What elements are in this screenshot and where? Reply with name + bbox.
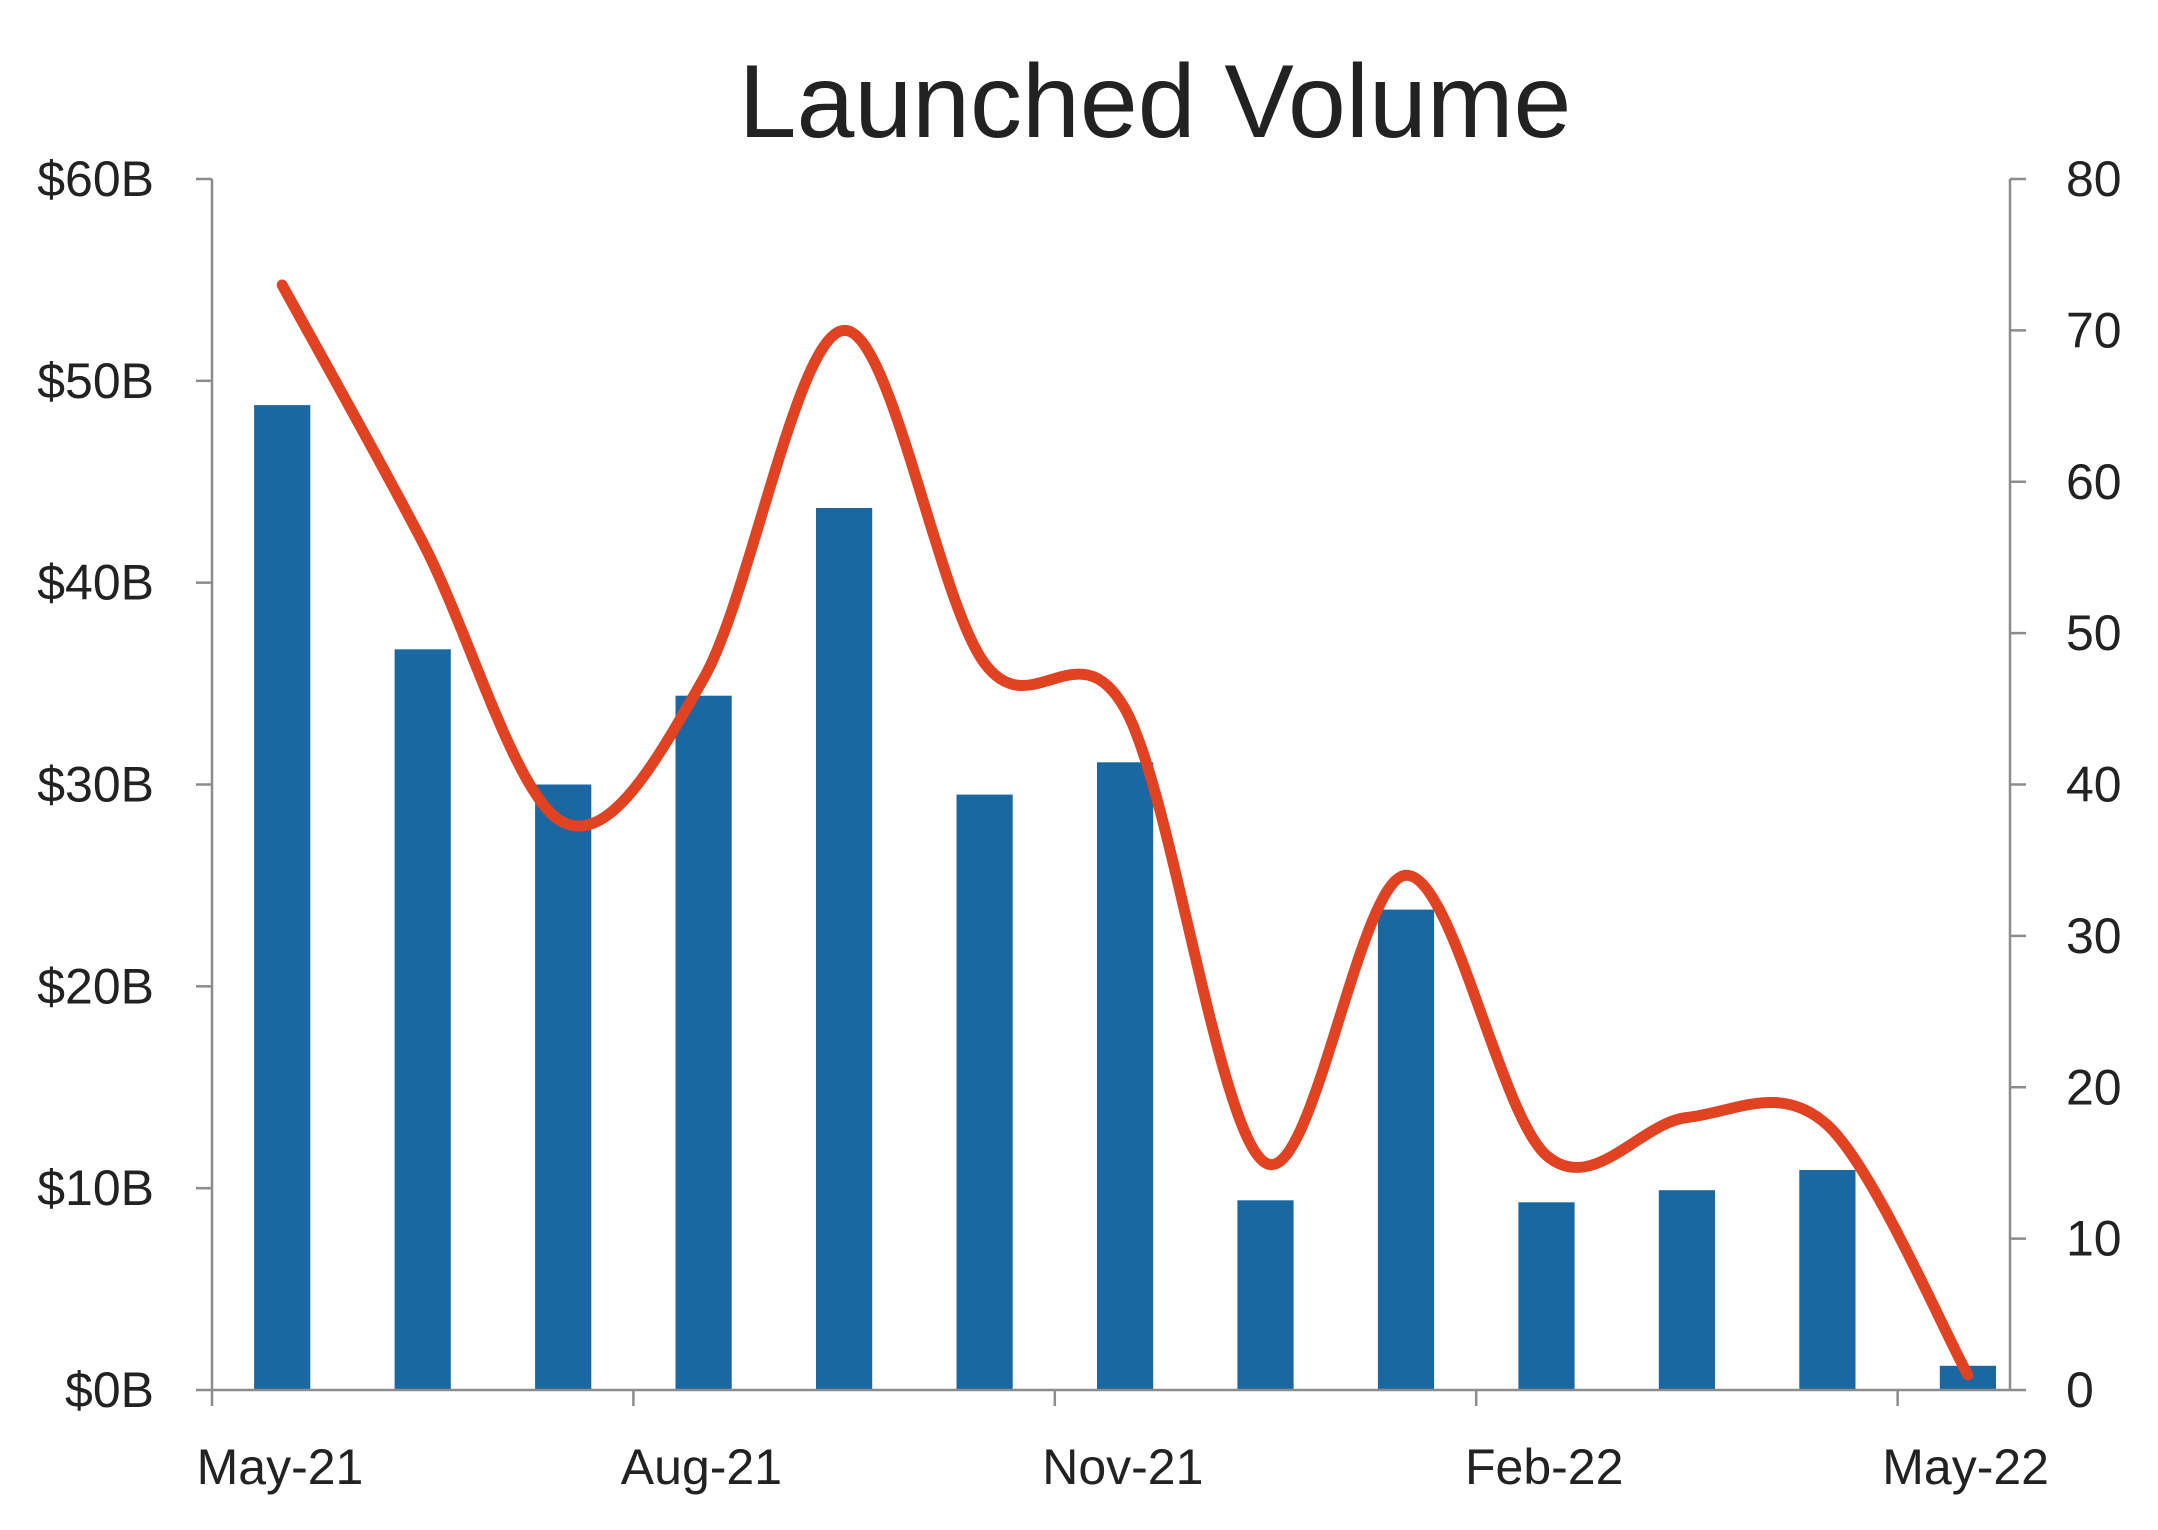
right-axis-tick-label: 30	[2066, 908, 2122, 964]
bar-may-21	[254, 405, 311, 1391]
left-axis-tick-label: $0B	[65, 1362, 154, 1418]
right-axis-tick-label: 70	[2066, 302, 2122, 358]
bar-mar-22	[1658, 1190, 1715, 1390]
axes-layer: $0B $10B $20B $30B $40B $50B $60B 0 10 20 30 40 50 60…	[37, 151, 2121, 1495]
x-axis-tick-label: Feb-22	[1465, 1439, 1623, 1495]
x-axis-tick-label: May-21	[197, 1439, 364, 1495]
right-axis-tick-label: 80	[2066, 151, 2122, 207]
left-axis-tick-label: $60B	[37, 151, 154, 207]
bar-feb-22	[1518, 1202, 1575, 1390]
x-axis-tick-label: Nov-21	[1042, 1439, 1203, 1495]
bar-nov-21	[1097, 762, 1154, 1390]
left-axis-tick-label: $50B	[37, 353, 154, 409]
x-axis-tick-label: Aug-21	[621, 1439, 782, 1495]
right-axis-tick-label: 50	[2066, 605, 2122, 661]
right-axis-tick-label: 0	[2066, 1362, 2094, 1418]
bar-jul-21	[535, 784, 592, 1390]
left-axis-tick-label: $40B	[37, 555, 154, 611]
left-axis-tick-label: $30B	[37, 757, 154, 813]
bar-oct-21	[956, 794, 1013, 1390]
left-axis-tick-label: $10B	[37, 1160, 154, 1216]
chart-title: Launched Volume	[739, 44, 1572, 160]
bar-jun-21	[394, 649, 451, 1390]
left-axis-tick-label: $20B	[37, 958, 154, 1014]
right-axis-tick-label: 60	[2066, 454, 2122, 510]
right-axis-tick-label: 10	[2066, 1211, 2122, 1267]
bar-sep-21	[816, 508, 873, 1390]
line-layer	[276, 279, 1974, 1381]
bar-aug-21	[675, 695, 732, 1390]
x-axis-tick-label: May-22	[1882, 1439, 2049, 1495]
right-axis-tick-label: 20	[2066, 1059, 2122, 1115]
line-series	[276, 279, 1974, 1381]
bar-dec-21	[1237, 1200, 1294, 1390]
bar-jan-22	[1377, 909, 1435, 1390]
right-axis-tick-label: 40	[2066, 757, 2122, 813]
bars-layer	[254, 405, 1996, 1391]
bar-apr-22	[1799, 1170, 1856, 1390]
